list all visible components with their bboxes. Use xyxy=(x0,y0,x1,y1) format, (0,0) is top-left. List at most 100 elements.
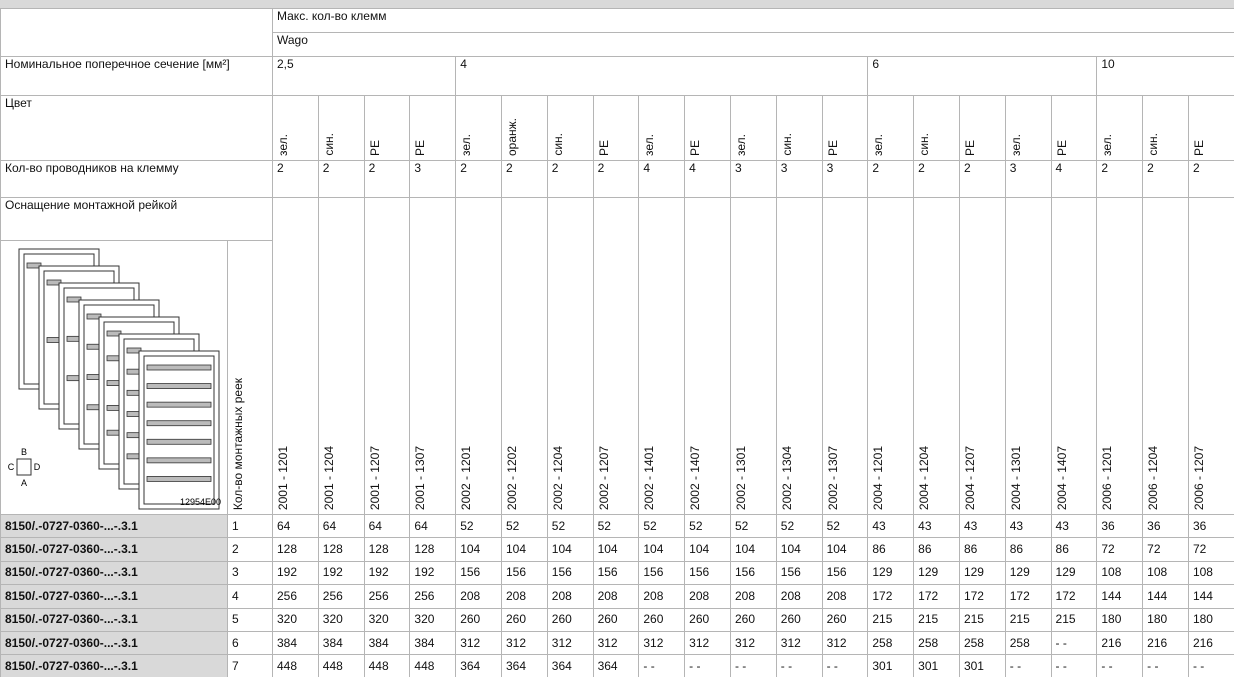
rotated-text: PE xyxy=(1191,139,1206,156)
value-cell: 144 xyxy=(1187,584,1234,609)
rotated-text: 2002 - 1407 xyxy=(688,445,703,510)
part-cell: 2001 - 1201 xyxy=(272,197,319,515)
rotated-text: зел. xyxy=(459,134,474,156)
value-cell: 104 xyxy=(546,537,594,562)
value-cell: 72 xyxy=(1142,537,1189,562)
figure-label: D xyxy=(34,462,41,472)
value-cell: 215 xyxy=(913,607,960,632)
rotated-text: 2004 - 1207 xyxy=(962,445,977,510)
rotated-text: син. xyxy=(1146,133,1161,156)
figure-label: C xyxy=(8,462,15,472)
rotated-text: 2001 - 1201 xyxy=(276,445,290,510)
figure-shape xyxy=(138,350,220,510)
value-cell: 448 xyxy=(317,654,365,677)
section-cell: 6 xyxy=(867,56,1098,96)
rotated-text: син. xyxy=(917,133,932,156)
rotated-text: син. xyxy=(779,133,794,156)
value-cell: 320 xyxy=(409,607,457,632)
value-cell: 258 xyxy=(913,630,960,656)
table-row: 8150/.-0727-0360-...-.3.1 7 448 448 448 448 36… xyxy=(0,654,1234,677)
rack-figure: BC DA 12954E00 xyxy=(8,248,221,510)
rotated-text: 2002 - 1301 xyxy=(733,445,748,510)
conductor-cell: 3 xyxy=(821,160,869,198)
value-cell: 129 xyxy=(1004,560,1052,586)
part-cell: 2002 - 1201 xyxy=(455,197,502,515)
value-cell: 312 xyxy=(592,630,640,656)
value-cell: 156 xyxy=(500,560,548,586)
color-cell: зел. xyxy=(455,95,502,161)
value-cell: 86 xyxy=(913,537,960,562)
value-cell: 172 xyxy=(1004,584,1052,609)
value-cell: 312 xyxy=(821,630,869,656)
value-cell: - - xyxy=(1050,630,1098,656)
part-cell: 2001 - 1204 xyxy=(317,197,365,515)
value-cell: 448 xyxy=(363,654,411,677)
value-cell: - - xyxy=(1187,654,1234,677)
part-cell: 2006 - 1207 xyxy=(1187,197,1234,515)
figure-shape xyxy=(146,457,212,464)
header-cell: Макс. кол-во клемм xyxy=(272,8,1234,33)
value-cell: 215 xyxy=(958,607,1006,632)
rotated-text: оранж. xyxy=(504,117,519,156)
value-cell: 260 xyxy=(684,607,731,632)
rotated-text: 2004 - 1407 xyxy=(1054,445,1069,510)
value-cell: 128 xyxy=(272,537,319,562)
rails-cell: 2 xyxy=(227,537,273,562)
value-cell: 72 xyxy=(1096,537,1144,562)
value-cell: 312 xyxy=(638,630,686,656)
part-cell: 2002 - 1202 xyxy=(500,197,548,515)
color-cell: PE xyxy=(821,95,869,161)
conductor-cell: 4 xyxy=(1050,160,1098,198)
value-cell: 256 xyxy=(272,584,319,609)
blank-cell xyxy=(0,8,273,57)
value-cell: - - xyxy=(1004,654,1052,677)
value-cell: 215 xyxy=(867,607,915,632)
value-cell: 301 xyxy=(867,654,915,677)
value-cell: 312 xyxy=(500,630,548,656)
table-row: Оснащение монтажной рейкой 2001 - 1201 200… xyxy=(0,197,1234,515)
part-cell: 2006 - 1201 xyxy=(1096,197,1144,515)
value-cell: 104 xyxy=(684,537,731,562)
rotated-text: 2002 - 1207 xyxy=(596,445,611,510)
figure-shape xyxy=(146,420,212,427)
conductor-cell: 3 xyxy=(729,160,777,198)
value-cell: 86 xyxy=(1004,537,1052,562)
value-cell: 192 xyxy=(272,560,319,586)
table-row: 8150/.-0727-0360-...-.3.1 1 64 64 64 64 52 52 52… xyxy=(0,513,1234,539)
conductor-cell: 2 xyxy=(500,160,548,198)
rotated-text: зел. xyxy=(733,134,748,156)
value-cell: 129 xyxy=(958,560,1006,586)
part-cell: 2002 - 1301 xyxy=(729,197,777,515)
rails-cell: 3 xyxy=(227,560,273,586)
part-cell: 2004 - 1204 xyxy=(913,197,960,515)
rotated-text: зел. xyxy=(642,134,657,156)
value-cell: 129 xyxy=(867,560,915,586)
conductor-cell: 2 xyxy=(363,160,411,198)
rotated-text: 2002 - 1204 xyxy=(550,445,565,510)
figure-label: A xyxy=(21,478,27,488)
color-cell: PE xyxy=(592,95,640,161)
value-cell: 260 xyxy=(775,607,823,632)
color-cell: оранж. xyxy=(500,95,548,161)
color-cell: PE xyxy=(958,95,1006,161)
color-cell: син. xyxy=(1142,95,1189,161)
value-cell: 180 xyxy=(1096,607,1144,632)
value-cell: 258 xyxy=(1004,630,1052,656)
value-cell: 104 xyxy=(500,537,548,562)
figure-shape xyxy=(146,364,212,371)
rotated-text: Кол-во монтажных реек xyxy=(231,377,245,510)
value-cell: 256 xyxy=(409,584,457,609)
table-row: 8150/.-0727-0360-...-.3.1 4 256 256 256 256 20… xyxy=(0,584,1234,609)
part-cell: 2002 - 1401 xyxy=(638,197,686,515)
value-cell: 320 xyxy=(363,607,411,632)
rotated-text: зел. xyxy=(871,134,886,156)
value-cell: 36 xyxy=(1142,513,1189,539)
value-cell: 104 xyxy=(592,537,640,562)
color-cell: син. xyxy=(775,95,823,161)
section-cell: 10 xyxy=(1096,56,1234,96)
color-cell: зел. xyxy=(867,95,915,161)
rotated-text: 2002 - 1304 xyxy=(779,445,794,510)
value-cell: 52 xyxy=(592,513,640,539)
value-cell: 156 xyxy=(775,560,823,586)
